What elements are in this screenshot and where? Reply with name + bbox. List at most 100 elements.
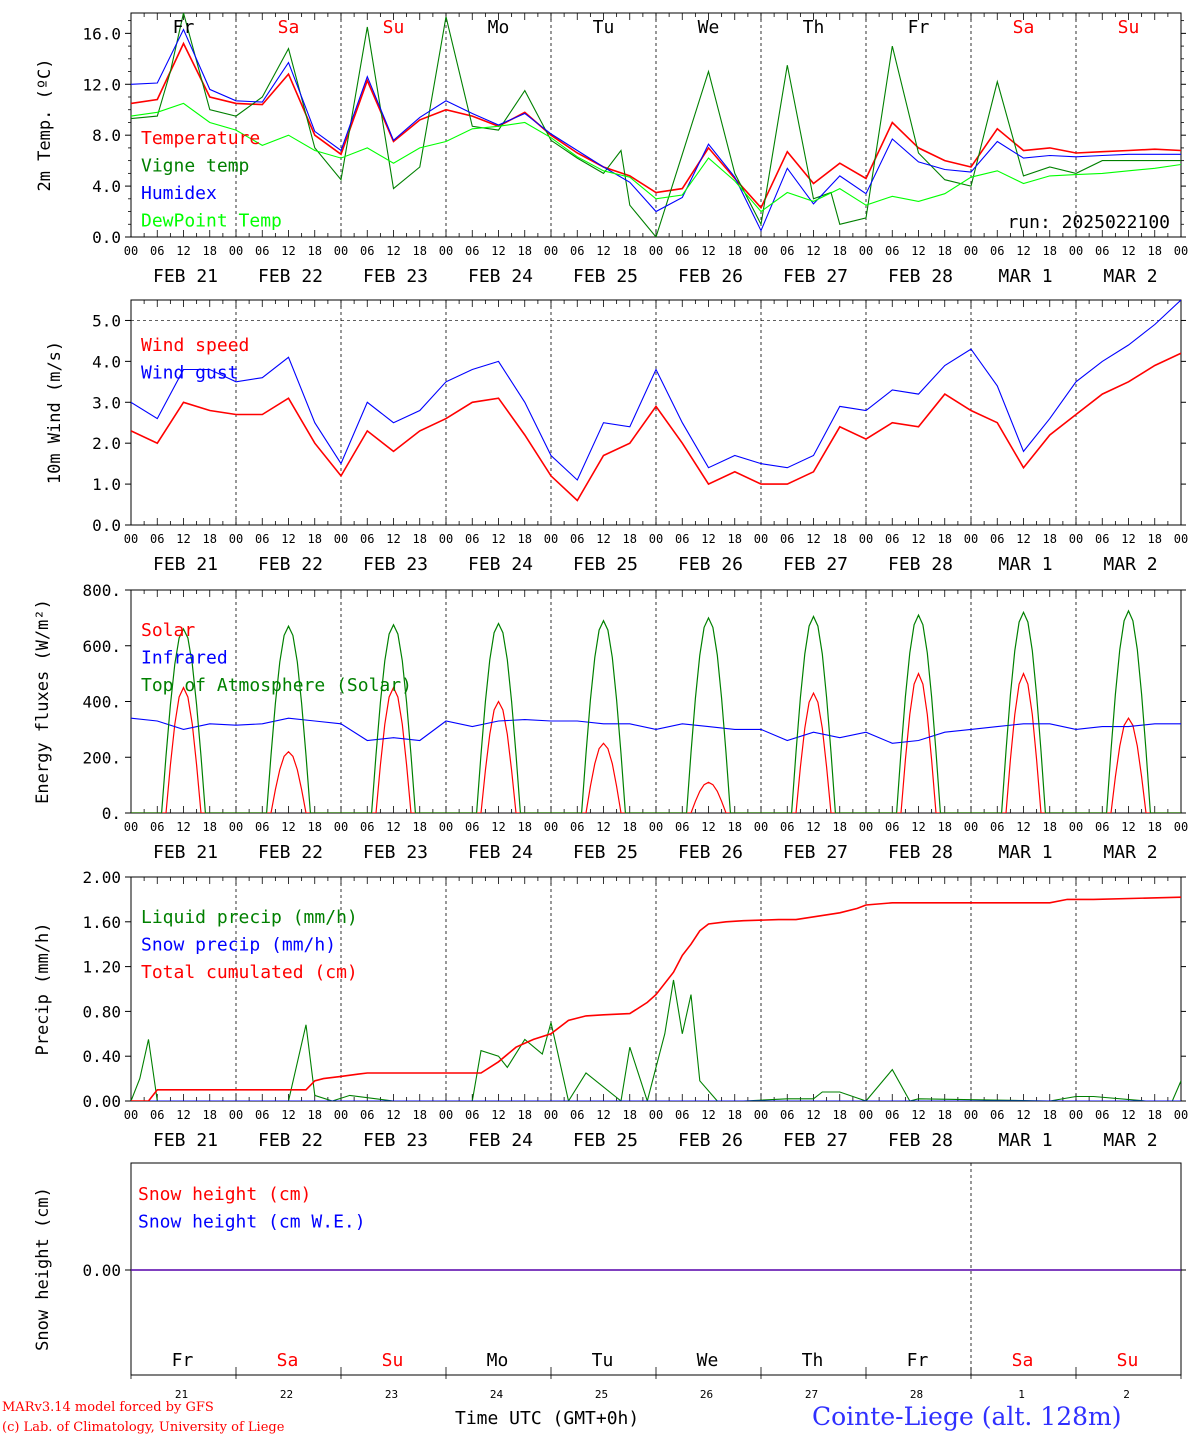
x-tick-label: 12 xyxy=(806,244,820,258)
legend-entry: Wind speed xyxy=(141,335,249,356)
x-tick-label: 00 xyxy=(964,532,978,546)
day-number-label: 27 xyxy=(805,1388,818,1401)
day-name-label: Su xyxy=(383,17,405,38)
x-tick-label: 18 xyxy=(728,532,742,546)
x-tick-label: 06 xyxy=(885,244,899,258)
x-tick-label: 06 xyxy=(150,1108,164,1122)
day-number-label: 24 xyxy=(490,1388,504,1401)
y-axis-label: Precip (mm/h) xyxy=(33,922,53,1055)
y-tick-label: 0.0 xyxy=(92,516,121,535)
x-tick-label: 12 xyxy=(176,820,190,834)
x-tick-label: 12 xyxy=(806,532,820,546)
x-tick-label: 18 xyxy=(413,820,427,834)
day-name-label: Su xyxy=(382,1350,404,1371)
run-annotation: run: 2025022100 xyxy=(1007,212,1170,233)
x-tick-label: 06 xyxy=(150,532,164,546)
x-day-label: FEB 24 xyxy=(468,842,533,863)
x-tick-label: 00 xyxy=(1174,532,1188,546)
day-name-label: Tu xyxy=(592,1350,614,1371)
x-tick-label: 18 xyxy=(938,1108,952,1122)
x-tick-label: 12 xyxy=(491,1108,505,1122)
x-tick-label: 18 xyxy=(833,820,847,834)
x-day-label: FEB 23 xyxy=(363,554,428,575)
x-tick-label: 12 xyxy=(281,1108,295,1122)
x-tick-label: 06 xyxy=(255,244,269,258)
x-day-label: FEB 26 xyxy=(678,842,743,863)
series-group xyxy=(131,300,1181,502)
x-tick-label: 00 xyxy=(439,532,453,546)
x-tick-label: 18 xyxy=(413,244,427,258)
x-tick-label: 12 xyxy=(911,1108,925,1122)
x-tick-label: 18 xyxy=(938,820,952,834)
x-tick-label: 18 xyxy=(308,244,322,258)
day-name-label: Sa xyxy=(1013,17,1035,38)
y-tick-label: 8.0 xyxy=(92,126,121,145)
x-tick-label: 00 xyxy=(334,1108,348,1122)
y-tick-label: 0.0 xyxy=(92,228,121,247)
x-tick-label: 18 xyxy=(1148,532,1162,546)
x-tick-label: 00 xyxy=(754,244,768,258)
x-tick-label: 06 xyxy=(885,820,899,834)
x-tick-label: 00 xyxy=(544,1108,558,1122)
x-tick-label: 18 xyxy=(203,820,217,834)
x-tick-label: 00 xyxy=(859,532,873,546)
x-tick-label: 06 xyxy=(570,1108,584,1122)
x-tick-label: 12 xyxy=(596,532,610,546)
x-tick-label: 00 xyxy=(649,244,663,258)
day-name-label: We xyxy=(698,17,720,38)
x-tick-label: 18 xyxy=(308,532,322,546)
x-tick-label: 18 xyxy=(203,532,217,546)
x-tick-label: 12 xyxy=(701,820,715,834)
x-tick-label: 00 xyxy=(859,1108,873,1122)
x-day-label: MAR 1 xyxy=(998,842,1052,863)
y-tick-label: 1.20 xyxy=(82,958,121,977)
day-number-label: 28 xyxy=(910,1388,923,1401)
day-number-label: 23 xyxy=(385,1388,398,1401)
day-name-label: Su xyxy=(1118,17,1140,38)
x-day-label: FEB 27 xyxy=(783,554,848,575)
x-tick-label: 06 xyxy=(780,820,794,834)
day-name-label: Th xyxy=(803,17,825,38)
x-tick-label: 12 xyxy=(1121,244,1135,258)
x-tick-label: 00 xyxy=(439,244,453,258)
x-day-label: FEB 28 xyxy=(888,554,953,575)
x-tick-label: 00 xyxy=(964,820,978,834)
x-day-label: FEB 21 xyxy=(153,1130,218,1151)
x-tick-label: 18 xyxy=(938,244,952,258)
y-tick-label: 3.0 xyxy=(92,393,121,412)
x-tick-label: 18 xyxy=(623,1108,637,1122)
series-total-cumulated-cm xyxy=(131,896,1181,1101)
x-tick-label: 00 xyxy=(544,532,558,546)
x-tick-label: 06 xyxy=(675,532,689,546)
x-tick-label: 18 xyxy=(413,532,427,546)
x-tick-label: 06 xyxy=(885,1108,899,1122)
x-tick-label: 00 xyxy=(124,820,138,834)
x-tick-label: 12 xyxy=(1121,1108,1135,1122)
x-tick-label: 00 xyxy=(1174,1108,1188,1122)
x-day-label: FEB 25 xyxy=(573,266,638,287)
x-tick-label: 06 xyxy=(570,244,584,258)
x-tick-label: 18 xyxy=(833,244,847,258)
x-tick-label: 12 xyxy=(1121,532,1135,546)
x-tick-label: 06 xyxy=(1095,244,1109,258)
legend-entry: Top of Atmosphere (Solar) xyxy=(141,675,412,696)
series-solar xyxy=(131,672,1181,813)
y-tick-label: 0.40 xyxy=(82,1047,121,1066)
x-tick-label: 18 xyxy=(728,244,742,258)
x-axis-label: Time UTC (GMT+0h) xyxy=(455,1408,639,1429)
x-tick-label: 12 xyxy=(491,244,505,258)
x-tick-label: 00 xyxy=(229,820,243,834)
x-tick-label: 12 xyxy=(701,1108,715,1122)
x-tick-label: 00 xyxy=(964,244,978,258)
y-tick-label: 0. xyxy=(102,804,121,823)
x-tick-label: 06 xyxy=(255,1108,269,1122)
panel-frame xyxy=(130,589,1182,814)
x-day-label: FEB 26 xyxy=(678,554,743,575)
x-tick-label: 00 xyxy=(229,532,243,546)
x-tick-label: 12 xyxy=(911,244,925,258)
series-vigne-temp xyxy=(131,13,1181,237)
x-tick-label: 00 xyxy=(439,1108,453,1122)
x-tick-label: 18 xyxy=(518,820,532,834)
x-tick-label: 06 xyxy=(990,244,1004,258)
